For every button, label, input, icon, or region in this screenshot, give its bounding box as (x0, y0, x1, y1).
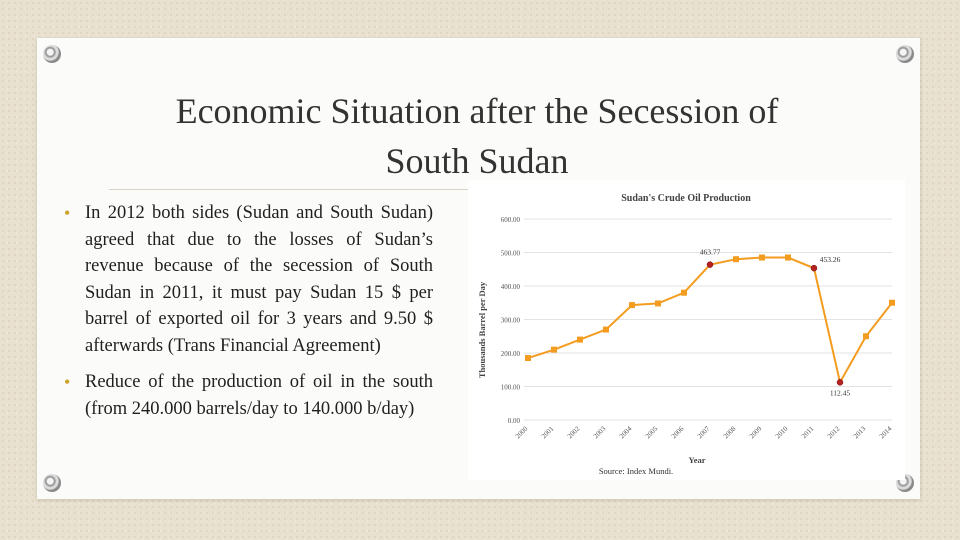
data-point (577, 336, 583, 343)
chart-source: Source: Index Mundi. (599, 466, 673, 476)
data-point (863, 333, 869, 340)
data-label: 453.26 (820, 255, 841, 264)
y-tick-label: 300.00 (501, 317, 521, 325)
data-point (655, 300, 661, 307)
data-point (551, 346, 557, 353)
slide: Economic Situation after the Secession o… (37, 38, 920, 499)
y-tick-label: 400.00 (501, 283, 521, 291)
x-tick-label: 2008 (722, 424, 738, 440)
slide-title-line-2: South Sudan (385, 141, 569, 181)
data-point (759, 254, 765, 261)
x-tick-label: 2009 (748, 424, 764, 440)
x-axis-label: Year (689, 455, 706, 465)
oil-production-chart: Sudan's Crude Oil Production Thousands B… (468, 180, 905, 480)
slide-title-line-1: Economic Situation after the Secession o… (175, 91, 779, 131)
pin-top-left-icon (43, 45, 61, 63)
x-tick-label: 2010 (774, 424, 790, 440)
bullet-list: • In 2012 both sides (Sudan and South Su… (59, 200, 433, 422)
x-tick-label: 2000 (514, 424, 530, 440)
chart-title: Sudan's Crude Oil Production (621, 193, 751, 204)
bullet-text: In 2012 both sides (Sudan and South Suda… (85, 203, 433, 356)
x-tick-label: 2014 (878, 424, 894, 440)
x-tick-label: 2002 (566, 424, 582, 440)
x-tick-label: 2013 (852, 424, 868, 440)
data-point (889, 299, 895, 306)
pin-top-right-icon (896, 45, 914, 63)
data-point-highlight (810, 264, 818, 272)
slide-title: Economic Situation after the Secession o… (127, 86, 827, 186)
data-point (785, 254, 791, 261)
bullet-text: Reduce of the production of oil in the s… (85, 372, 433, 419)
data-point (733, 256, 739, 263)
title-divider (109, 189, 469, 190)
data-label: 463.77 (700, 248, 721, 257)
y-tick-label: 200.00 (501, 350, 521, 358)
bullet-icon: • (64, 203, 71, 223)
bullet-item: • Reduce of the production of oil in the… (59, 369, 433, 422)
x-tick-label: 2003 (592, 424, 608, 440)
y-tick-label: 0.00 (508, 417, 521, 425)
pin-bottom-left-icon (43, 474, 61, 492)
data-point-highlight (706, 261, 714, 268)
y-axis-label: Thousands Barrel per Day (477, 281, 487, 378)
bullet-item: • In 2012 both sides (Sudan and South Su… (59, 200, 433, 359)
data-point-highlight (836, 379, 844, 386)
x-tick-label: 2007 (696, 424, 712, 440)
x-tick-label: 2012 (826, 424, 842, 440)
data-point (525, 355, 531, 362)
x-tick-label: 2004 (618, 424, 634, 440)
y-tick-label: 600.00 (501, 216, 521, 224)
data-point (629, 302, 635, 309)
chart-svg: Sudan's Crude Oil Production Thousands B… (477, 193, 895, 476)
bullet-icon: • (64, 372, 71, 392)
data-label: 112.45 (830, 388, 851, 397)
data-point (603, 326, 609, 333)
x-tick-label: 2011 (800, 424, 816, 440)
y-tick-label: 100.00 (501, 384, 521, 392)
x-tick-label: 2001 (540, 424, 556, 440)
data-point (681, 289, 687, 296)
x-tick-label: 2005 (644, 424, 660, 440)
x-tick-label: 2006 (670, 424, 686, 440)
y-tick-label: 500.00 (501, 250, 521, 258)
